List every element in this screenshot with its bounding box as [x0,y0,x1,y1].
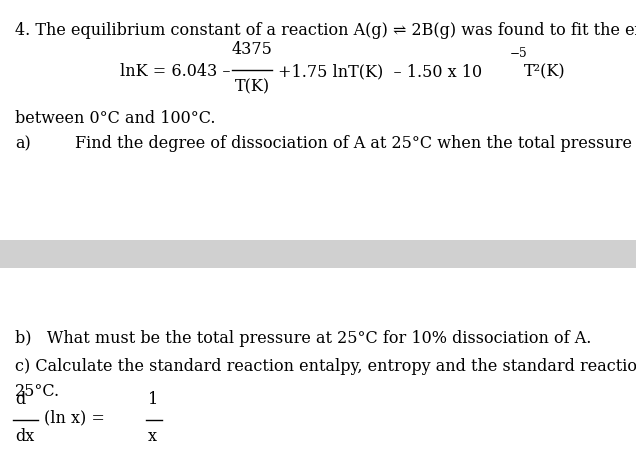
Text: (ln x) =: (ln x) = [44,409,105,426]
Text: Find the degree of dissociation of A at 25°C when the total pressure is 2 bar.: Find the degree of dissociation of A at … [75,135,636,152]
Text: b)   What must be the total pressure at 25°C for 10% dissociation of A.: b) What must be the total pressure at 25… [15,330,591,347]
Text: 25°C.: 25°C. [15,383,60,400]
Text: c) Calculate the standard reaction entalpy, entropy and the standard reaction Gi: c) Calculate the standard reaction ental… [15,358,636,375]
Text: lnK = 6.043 –: lnK = 6.043 – [120,63,230,80]
Text: d: d [15,391,25,408]
Text: T²(K): T²(K) [524,63,565,80]
Text: a): a) [15,135,31,152]
Text: between 0°C and 100°C.: between 0°C and 100°C. [15,110,216,127]
Text: dx: dx [15,428,34,445]
Text: +1.75 lnT(K)  – 1.50 x 10: +1.75 lnT(K) – 1.50 x 10 [278,63,482,80]
Bar [0,240,636,268]
Text: 4375: 4375 [232,41,272,58]
Text: −5: −5 [510,47,528,60]
Text: 1: 1 [148,391,158,408]
Text: T(K): T(K) [235,78,270,95]
Text: x: x [148,428,157,445]
Text: 4. The equilibrium constant of a reaction A(g) ⇌ 2B(g) was found to fit the expr: 4. The equilibrium constant of a reactio… [15,22,636,39]
